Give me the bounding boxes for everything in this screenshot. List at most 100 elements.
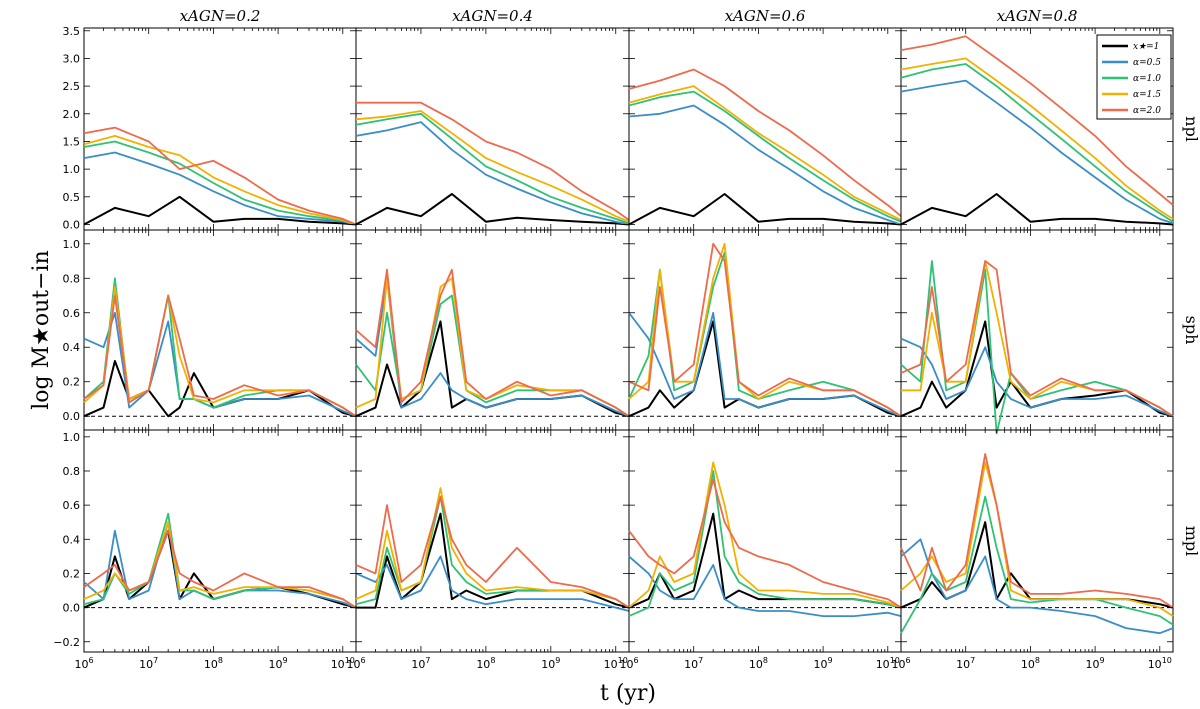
panel-sph-2 [355, 229, 630, 431]
panel-mpl-1 [83, 429, 357, 653]
panel-sph-1 [83, 229, 357, 431]
series-line [355, 110, 630, 223]
y-tick-label: 1.0 [63, 431, 81, 444]
x-tick-label: 1010 [604, 656, 628, 671]
series-line [628, 512, 902, 609]
y-tick-label: 0.0 [63, 602, 81, 615]
x-tick-label: 109 [269, 656, 288, 671]
series-line [83, 195, 357, 226]
series-line [83, 151, 357, 226]
y-tick-label: 0.5 [63, 191, 81, 204]
y-tick-label: 1.0 [63, 163, 81, 176]
y-tick-label: 0.6 [63, 499, 81, 512]
legend-label: α=1.0 [1133, 74, 1161, 84]
series-line [900, 320, 1174, 418]
series-line [628, 242, 902, 417]
series-line [900, 193, 1174, 226]
x-axis-label: t (yr) [600, 681, 656, 706]
x-tick-label: 108 [1021, 656, 1040, 671]
row-label: npl [1182, 116, 1200, 142]
panel-frame [355, 429, 630, 653]
y-tick-label: −0.2 [53, 636, 80, 649]
panel-mpl-3 [628, 429, 902, 653]
y-axis-label: log M★out−in [29, 250, 54, 410]
panel-frame [83, 27, 357, 231]
series-line [628, 555, 902, 617]
panel-npl-2 [355, 27, 630, 231]
panel-frame [628, 229, 902, 431]
series-line [628, 90, 902, 223]
y-tick-label: 0.0 [63, 218, 81, 231]
panel-frame [900, 429, 1174, 653]
panel-frame [355, 27, 630, 231]
x-tick-label: 106 [891, 656, 910, 671]
series-line [628, 478, 902, 609]
legend-label: α=0.5 [1133, 58, 1161, 68]
row-label: sph [1182, 316, 1200, 345]
panel-grid [83, 27, 1174, 653]
column-title: xAGN=0.2 [180, 7, 261, 25]
series-line [628, 470, 902, 617]
x-tick-label: 109 [814, 656, 833, 671]
series-line [355, 193, 630, 226]
x-tick-label: 108 [204, 656, 223, 671]
x-tick-label: 106 [74, 656, 93, 671]
series-line [628, 461, 902, 609]
panel-npl-1 [83, 27, 357, 231]
series-line [83, 512, 357, 609]
x-tick-label: 106 [346, 656, 365, 671]
x-tick-label: 107 [684, 656, 703, 671]
series-line [355, 121, 630, 226]
y-tick-label: 2.0 [63, 108, 81, 121]
series-line [628, 193, 902, 226]
series-line [628, 104, 902, 226]
series-line [628, 311, 902, 418]
series-line [900, 538, 1174, 635]
panel-npl-4 [900, 27, 1174, 231]
series-line [900, 35, 1174, 206]
panel-npl-3 [628, 27, 902, 231]
x-tick-label: 109 [1086, 656, 1105, 671]
x-tick-label: 1010 [1148, 656, 1172, 671]
x-tick-label: 106 [619, 656, 638, 671]
series-line [628, 320, 902, 418]
series-line [83, 521, 357, 609]
y-tick-label: 0.8 [63, 465, 81, 478]
series-line [355, 112, 630, 225]
legend-label: α=1.5 [1133, 90, 1161, 100]
y-tick-label: 0.8 [63, 272, 81, 285]
panel-mpl-4 [900, 429, 1174, 653]
series-line [628, 85, 902, 221]
series-line [900, 260, 1174, 417]
y-tick-label: 1.5 [63, 135, 81, 148]
series-line [900, 337, 1174, 418]
series-line [83, 126, 357, 226]
panel-sph-3 [628, 229, 902, 431]
panel-mpl-2 [355, 429, 630, 653]
legend: x★=1 α=0.5 α=1.0 α=1.5 α=2.0 [1096, 34, 1172, 120]
y-tick-label: 0.6 [63, 307, 81, 320]
series-line [355, 268, 630, 417]
column-title: xAGN=0.6 [725, 7, 806, 25]
y-tick-label: 0.0 [63, 410, 81, 423]
column-title: xAGN=0.4 [452, 7, 533, 25]
x-tick-label: 107 [139, 656, 158, 671]
series-line [83, 521, 357, 609]
legend-label: α=2.0 [1133, 106, 1161, 116]
y-tick-label: 2.5 [63, 80, 81, 93]
y-tick-label: 0.2 [63, 567, 81, 580]
column-titles: xAGN=0.2 xAGN=0.4 xAGN=0.6 xAGN=0.8 [180, 7, 1078, 25]
row-labels: npl sph mpl [1182, 116, 1200, 556]
panel-sph-4 [900, 229, 1174, 435]
x-tick-label: 1010 [876, 656, 900, 671]
series-line [355, 495, 630, 609]
x-tick-label: 1010 [331, 656, 355, 671]
x-tick-label: 107 [956, 656, 975, 671]
x-tick-label: 107 [411, 656, 430, 671]
panel-frame [83, 429, 357, 653]
series-line [900, 79, 1174, 225]
x-tick-label: 109 [541, 656, 560, 671]
series-line [83, 294, 357, 417]
series-line [355, 555, 630, 612]
